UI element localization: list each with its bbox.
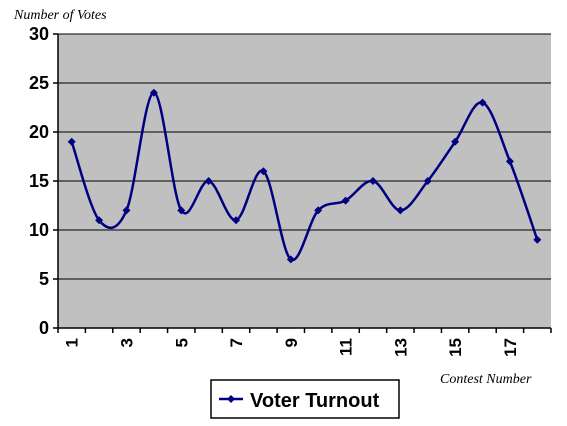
- data-point: [122, 206, 131, 215]
- x-tick-label: 3: [117, 338, 136, 347]
- data-point: [149, 88, 158, 97]
- x-tick-label: 13: [391, 338, 410, 357]
- y-axis-title: Number of Votes: [13, 8, 107, 23]
- x-tick-label: 5: [172, 338, 191, 347]
- data-points: [67, 88, 542, 264]
- axes: [53, 33, 552, 333]
- x-axis-title: Contest Number: [440, 372, 532, 387]
- x-tick-label: 7: [227, 338, 246, 347]
- data-point: [533, 235, 542, 244]
- data-point: [505, 157, 514, 166]
- y-tick-label: 15: [29, 171, 49, 191]
- x-tick-label: 1: [63, 338, 82, 347]
- y-tick-label: 25: [29, 73, 49, 93]
- gridlines: [58, 33, 551, 280]
- data-point: [177, 206, 186, 215]
- data-point: [451, 137, 460, 146]
- x-tick-labels: 1 3 5 7 9 11 13 15 17: [63, 338, 520, 357]
- data-point: [259, 167, 268, 176]
- data-point: [232, 216, 241, 225]
- data-point: [67, 137, 76, 146]
- data-point: [204, 177, 213, 185]
- legend: Voter Turnout: [210, 379, 400, 419]
- data-point: [314, 206, 323, 215]
- data-point: [286, 255, 295, 264]
- data-point: [478, 98, 487, 107]
- data-point: [95, 216, 104, 225]
- data-point: [341, 196, 350, 205]
- legend-marker-icon: [227, 395, 235, 403]
- x-tick-label: 9: [282, 338, 301, 347]
- y-tick-label: 20: [29, 122, 49, 142]
- x-tick-label: 11: [337, 338, 356, 356]
- data-point: [423, 177, 432, 185]
- x-tick-label: 17: [501, 338, 520, 357]
- legend-label: Voter Turnout: [250, 390, 380, 412]
- x-tick-label: 15: [446, 338, 465, 357]
- y-tick-labels: 0 5 10 15 20 25 30: [29, 24, 49, 338]
- data-point: [396, 206, 405, 215]
- y-tick-label: 5: [39, 269, 49, 289]
- y-tick-label: 0: [39, 318, 49, 338]
- y-tick-label: 10: [29, 220, 49, 240]
- data-point: [368, 177, 377, 185]
- y-tick-label: 30: [29, 24, 49, 44]
